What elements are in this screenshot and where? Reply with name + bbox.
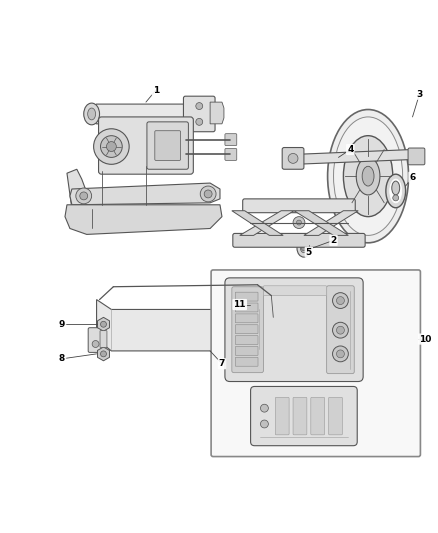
- Ellipse shape: [333, 117, 403, 236]
- Polygon shape: [294, 149, 416, 164]
- Circle shape: [332, 293, 348, 309]
- FancyBboxPatch shape: [328, 397, 343, 435]
- FancyBboxPatch shape: [235, 346, 258, 356]
- Text: 3: 3: [416, 90, 423, 99]
- Ellipse shape: [300, 244, 307, 253]
- FancyBboxPatch shape: [293, 397, 307, 435]
- Polygon shape: [87, 104, 195, 124]
- FancyBboxPatch shape: [225, 149, 237, 160]
- Circle shape: [204, 190, 212, 198]
- Circle shape: [92, 341, 99, 348]
- Ellipse shape: [362, 166, 374, 186]
- FancyBboxPatch shape: [275, 397, 289, 435]
- Circle shape: [293, 216, 305, 229]
- Circle shape: [76, 188, 92, 204]
- Text: 2: 2: [330, 236, 337, 245]
- Circle shape: [332, 346, 348, 362]
- Text: 10: 10: [419, 335, 431, 344]
- FancyBboxPatch shape: [243, 199, 355, 213]
- Circle shape: [336, 296, 344, 304]
- FancyBboxPatch shape: [235, 303, 258, 312]
- Circle shape: [101, 321, 106, 327]
- FancyBboxPatch shape: [235, 314, 258, 323]
- Circle shape: [297, 220, 301, 225]
- FancyBboxPatch shape: [147, 122, 188, 169]
- Ellipse shape: [386, 174, 406, 208]
- FancyBboxPatch shape: [408, 148, 425, 165]
- FancyBboxPatch shape: [268, 328, 283, 350]
- Text: 11: 11: [233, 300, 246, 309]
- FancyBboxPatch shape: [232, 287, 263, 373]
- FancyBboxPatch shape: [235, 336, 258, 344]
- FancyBboxPatch shape: [99, 117, 193, 174]
- Text: 6: 6: [410, 173, 416, 182]
- Ellipse shape: [297, 239, 311, 257]
- Circle shape: [101, 136, 122, 157]
- FancyBboxPatch shape: [327, 286, 354, 374]
- Ellipse shape: [88, 108, 95, 120]
- Circle shape: [94, 129, 129, 164]
- FancyBboxPatch shape: [235, 357, 258, 366]
- Text: 1: 1: [153, 86, 159, 95]
- Circle shape: [261, 404, 268, 412]
- Polygon shape: [294, 211, 348, 236]
- Text: 5: 5: [306, 248, 312, 257]
- FancyBboxPatch shape: [235, 325, 258, 334]
- FancyBboxPatch shape: [155, 131, 180, 160]
- Polygon shape: [67, 169, 92, 211]
- FancyBboxPatch shape: [225, 134, 237, 146]
- Circle shape: [261, 420, 268, 428]
- FancyBboxPatch shape: [311, 397, 325, 435]
- FancyBboxPatch shape: [263, 286, 327, 296]
- FancyBboxPatch shape: [211, 270, 420, 457]
- Polygon shape: [304, 211, 358, 236]
- Text: 8: 8: [59, 354, 65, 364]
- Ellipse shape: [343, 136, 393, 216]
- Circle shape: [80, 192, 88, 200]
- FancyBboxPatch shape: [251, 386, 357, 446]
- Circle shape: [336, 350, 344, 358]
- FancyBboxPatch shape: [235, 292, 258, 301]
- Circle shape: [200, 186, 216, 202]
- FancyBboxPatch shape: [233, 233, 365, 247]
- FancyBboxPatch shape: [225, 278, 363, 382]
- Polygon shape: [70, 183, 220, 205]
- Polygon shape: [232, 211, 283, 236]
- Circle shape: [101, 351, 106, 357]
- Polygon shape: [240, 211, 294, 236]
- Circle shape: [196, 118, 203, 125]
- Polygon shape: [96, 300, 274, 351]
- Circle shape: [336, 326, 344, 334]
- FancyBboxPatch shape: [88, 328, 103, 352]
- Circle shape: [301, 246, 306, 251]
- Ellipse shape: [328, 109, 409, 243]
- Ellipse shape: [356, 157, 380, 195]
- Circle shape: [288, 154, 298, 163]
- Ellipse shape: [390, 179, 402, 203]
- Polygon shape: [210, 102, 224, 124]
- Text: 7: 7: [219, 359, 225, 368]
- Text: 4: 4: [347, 145, 353, 154]
- FancyBboxPatch shape: [184, 96, 215, 132]
- Circle shape: [332, 322, 348, 338]
- Circle shape: [272, 337, 279, 344]
- Circle shape: [106, 142, 117, 151]
- Circle shape: [393, 195, 399, 201]
- FancyBboxPatch shape: [282, 148, 304, 169]
- Text: 9: 9: [59, 320, 65, 329]
- Ellipse shape: [84, 103, 99, 125]
- FancyBboxPatch shape: [100, 330, 107, 348]
- Polygon shape: [65, 205, 222, 235]
- Circle shape: [196, 103, 203, 109]
- Ellipse shape: [392, 181, 400, 195]
